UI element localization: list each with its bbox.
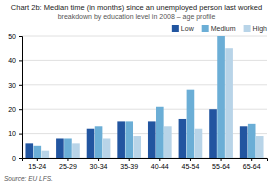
bar [125,121,133,158]
subtitle: breakdown by education level in 2008 – a… [58,13,216,21]
bar [33,146,41,158]
bar-series [42,48,264,158]
x-tick-label: 45-54 [181,163,199,170]
x-tick: 55-64 [212,158,230,170]
grid-line [22,36,267,37]
y-axis-line [19,37,23,159]
y-tick-label: 30 [8,82,16,89]
legend-item: Low [172,25,195,32]
annotation: Source: EU LFS. [4,175,53,182]
x-tick-mark [190,158,191,161]
bar [156,107,164,158]
bar [248,124,256,158]
bar [187,90,195,158]
title: Chart 2b: Median time (in months) since … [11,3,262,12]
y-tick-label: 20 [8,106,16,113]
legend-swatch [244,25,251,32]
x-tick: 30-34 [90,158,108,170]
bar [72,143,80,158]
y-tick-label: 40 [8,57,16,64]
bars [25,36,263,158]
y-tick-label: 10 [8,130,16,137]
y-tick-label: 50 [8,33,16,40]
bar [64,138,72,158]
bar [240,126,248,158]
bar-series [25,109,247,158]
x-tick-mark [67,158,68,161]
legend-swatch [172,25,179,32]
x-axis-line [23,159,268,162]
legend-label: Medium [211,25,236,32]
bar [117,121,125,158]
x-tick: 15-24 [28,158,46,170]
bar [42,151,50,158]
y-tick-mark [19,60,22,61]
y-tick-mark [19,36,22,37]
x-tick-mark [98,158,99,161]
x-tick: 25-29 [59,158,77,170]
y-tick: 30 [8,82,22,89]
bar [95,126,103,158]
y-tick-mark [19,134,22,135]
x-tick-mark [221,158,222,161]
bar [25,143,33,158]
x-tick-mark [159,158,160,161]
x-tick: 40-44 [151,158,169,170]
x-tick-label: 65-64 [243,163,261,170]
x-tick-label: 40-44 [151,163,169,170]
y-tick-label: 0 [12,155,16,162]
bar [133,136,141,158]
bar [56,138,64,158]
y-tick: 50 [8,33,22,40]
bar [87,129,95,158]
legend-item: High [244,25,268,33]
bar [217,36,225,158]
bar [256,136,264,158]
legend-swatch [202,25,209,32]
bar [179,119,187,158]
x-tick-label: 30-34 [90,163,108,170]
y-tick: 40 [8,57,22,64]
legend-item: Medium [202,25,236,32]
y-axis: 0 10 20 30 40 50 [8,33,22,162]
y-tick-mark [19,109,22,110]
x-tick-mark [251,158,252,161]
y-tick: 20 [8,106,22,113]
x-tick: 35-39 [120,158,138,170]
x-tick: 45-54 [181,158,199,170]
y-tick: 0 [12,155,22,162]
x-tick-mark [129,158,130,161]
legend: Low Medium High [172,25,267,33]
x-tick-label: 55-64 [212,163,230,170]
y-tick-mark [19,85,22,86]
bar [148,121,156,158]
y-tick-mark [19,158,22,159]
bar [195,129,203,158]
x-tick: 65-64 [243,158,261,170]
chart: Chart 2b: Median time (in months) since … [0,0,273,184]
bar-series [33,36,255,158]
x-tick-label: 25-29 [59,163,77,170]
x-axis: 15-24 25-29 30-34 35-39 40-44 45-54 55-64 65-64 [23,158,268,170]
legend-label: Low [181,25,195,32]
x-tick-label: 35-39 [120,163,138,170]
y-tick: 10 [8,130,22,137]
x-tick-label: 15-24 [28,163,46,170]
x-tick-mark [37,158,38,161]
bar [103,138,111,158]
bar [164,126,172,158]
bar [225,48,233,158]
legend-label: High [253,25,268,33]
grid [22,36,267,158]
bar [209,109,217,158]
